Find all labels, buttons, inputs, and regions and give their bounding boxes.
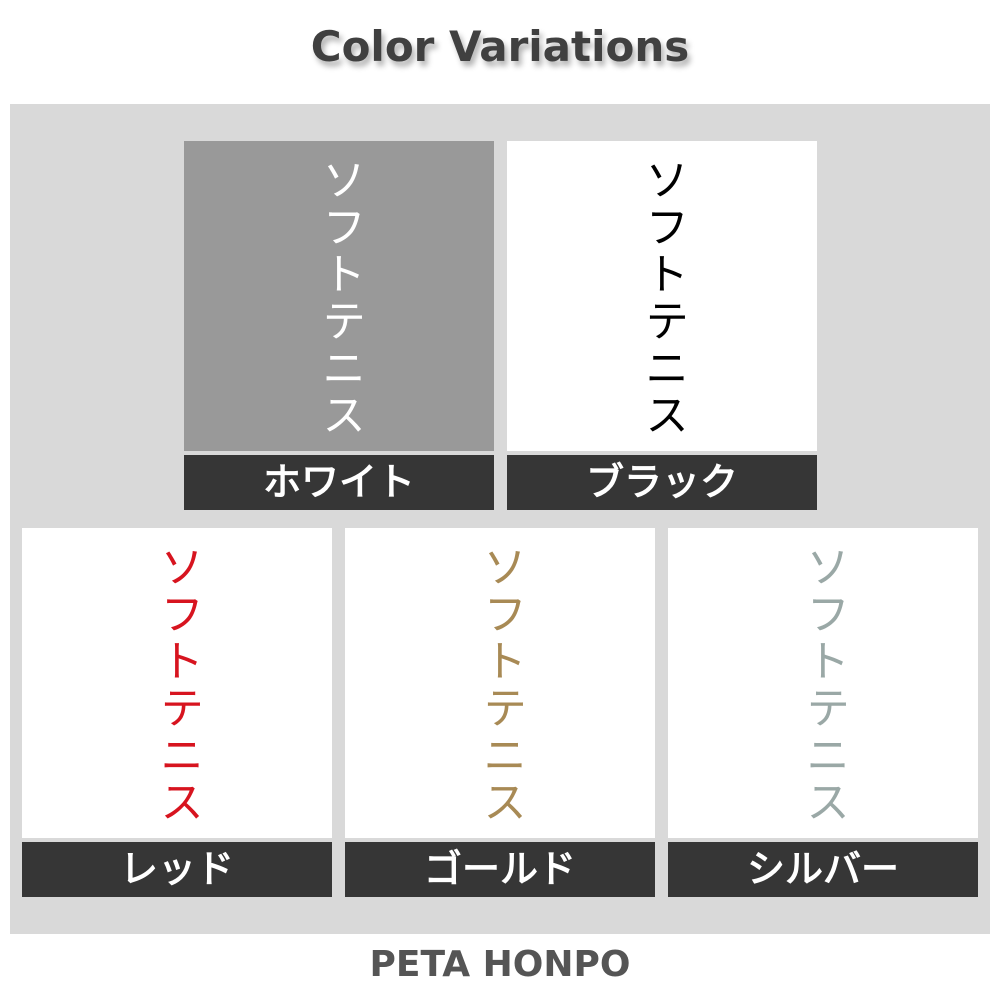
variation-white: ソフトテニス ホワイト <box>184 141 494 510</box>
variation-label: シルバー <box>668 842 978 897</box>
swatch: ソフトテニス <box>345 528 655 838</box>
variation-label: ホワイト <box>184 455 494 510</box>
swatch: ソフトテニス <box>184 141 494 451</box>
variation-gold: ソフトテニス ゴールド <box>345 528 655 897</box>
swatch: ソフトテニス <box>668 528 978 838</box>
variation-black: ソフトテニス ブラック <box>507 141 817 510</box>
variation-label: ブラック <box>507 455 817 510</box>
page-title: Color Variations <box>310 22 690 71</box>
variation-label: レッド <box>22 842 332 897</box>
variation-silver: ソフトテニス シルバー <box>668 528 978 897</box>
swatch: ソフトテニス <box>22 528 332 838</box>
sample-text: ソフトテニス <box>475 544 526 826</box>
sample-text: ソフトテニス <box>314 157 365 439</box>
variation-label: ゴールド <box>345 842 655 897</box>
sample-text: ソフトテニス <box>152 544 203 826</box>
sample-text: ソフトテニス <box>798 544 849 826</box>
variation-red: ソフトテニス レッド <box>22 528 332 897</box>
sample-text: ソフトテニス <box>637 157 688 439</box>
swatch: ソフトテニス <box>507 141 817 451</box>
brand-footer: PETA HONPO <box>369 944 631 985</box>
